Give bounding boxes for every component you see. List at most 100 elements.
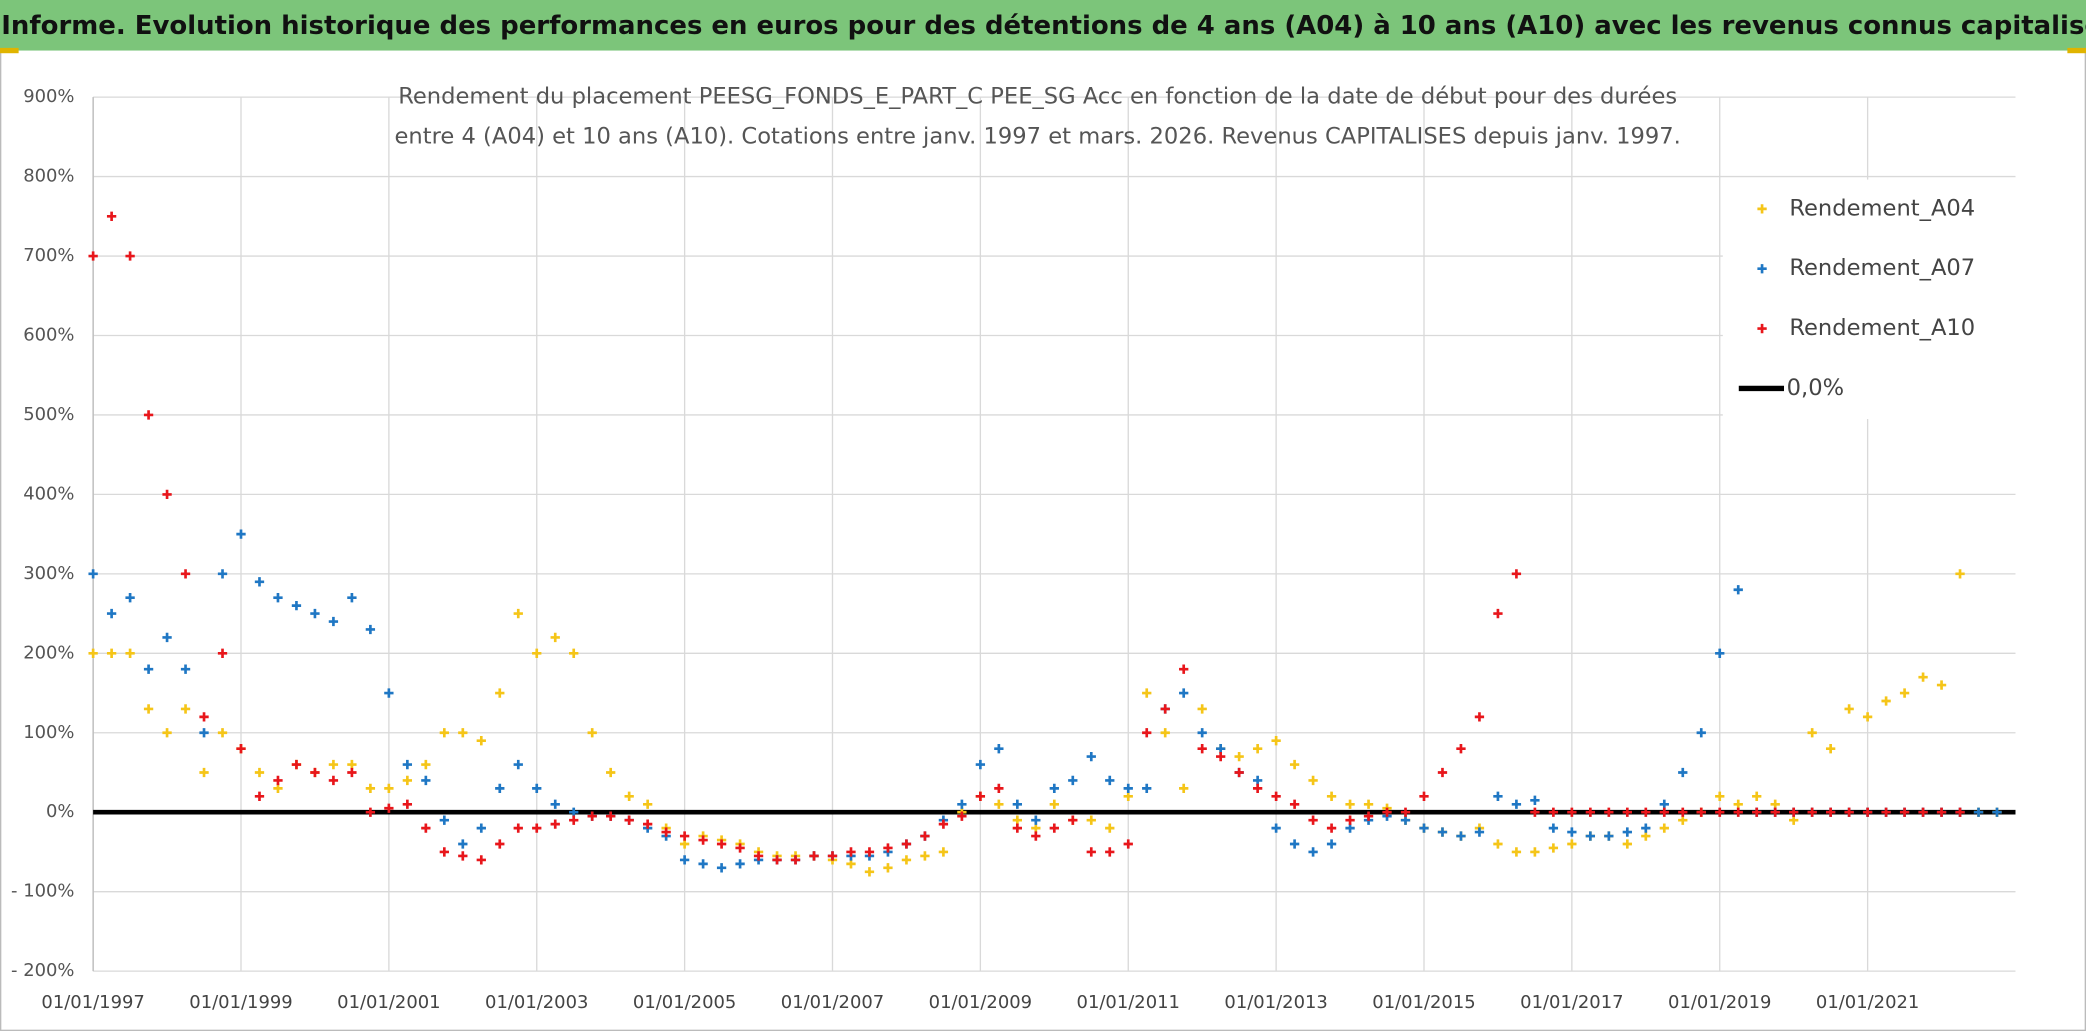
point (1197, 744, 1207, 754)
point (328, 616, 339, 627)
point (1289, 799, 1300, 809)
point (1862, 712, 1873, 722)
x-tick-label: 01/01/1999 (189, 992, 292, 1013)
y-tick-label: 600% (23, 324, 74, 345)
point (180, 664, 191, 674)
point (753, 851, 764, 861)
point (421, 775, 431, 786)
point (1530, 795, 1540, 805)
legend-swatch (1757, 204, 1767, 214)
point (495, 688, 505, 698)
point (1530, 807, 1540, 817)
point (291, 600, 302, 611)
point (1160, 704, 1170, 714)
point (550, 819, 560, 829)
point (846, 859, 856, 869)
point (846, 847, 856, 857)
point (1086, 847, 1096, 857)
point (217, 648, 228, 658)
point (402, 799, 413, 809)
y-tick-label: 400% (23, 483, 74, 504)
point (384, 803, 394, 813)
point (1715, 807, 1725, 817)
point (827, 851, 838, 861)
x-tick-label: 01/01/2021 (1816, 992, 1919, 1013)
y-tick-label: 500% (23, 404, 74, 425)
point (1548, 843, 1559, 853)
x-tick-label: 01/01/2011 (1077, 992, 1180, 1013)
point (1308, 815, 1318, 825)
point (1068, 815, 1078, 825)
point (1419, 823, 1429, 833)
point (495, 783, 505, 794)
point (162, 632, 172, 643)
legend-label: 0,0% (1787, 375, 1844, 401)
point (735, 843, 745, 853)
point (347, 767, 357, 778)
point (1770, 807, 1780, 817)
x-tick-label: 01/01/2019 (1668, 992, 1771, 1013)
point (938, 847, 949, 857)
point (1715, 648, 1725, 658)
point (236, 744, 246, 754)
point (1012, 823, 1022, 833)
point (1179, 664, 1189, 674)
legend-swatch (1757, 323, 1767, 334)
point (310, 767, 320, 778)
point (88, 569, 98, 579)
point (1474, 827, 1485, 837)
y-tick-label: - 100% (11, 881, 74, 902)
point (1012, 799, 1022, 809)
point (1807, 728, 1817, 738)
point (1234, 767, 1244, 778)
point (1585, 831, 1596, 841)
point (1179, 783, 1189, 794)
corner (2067, 47, 2086, 54)
x-tick-label: 01/01/1997 (41, 992, 144, 1013)
point (698, 859, 708, 869)
point (994, 783, 1004, 794)
point (1031, 815, 1041, 825)
point (402, 759, 413, 770)
point (402, 775, 413, 786)
point (901, 855, 912, 865)
point (1308, 775, 1318, 786)
point (513, 823, 523, 833)
chart-title: ADAM Informe. Evolution historique des p… (0, 11, 2086, 41)
point (790, 855, 801, 865)
point (347, 759, 357, 770)
x-tick-label: 01/01/2003 (485, 992, 588, 1013)
point (1400, 807, 1411, 817)
point (920, 851, 930, 861)
point (1363, 799, 1374, 809)
y-tick-label: 0% (46, 801, 74, 822)
point (550, 799, 560, 809)
point (217, 728, 228, 738)
point (1031, 831, 1041, 841)
point (532, 648, 542, 658)
point (1936, 807, 1947, 817)
point (569, 648, 579, 658)
point (125, 251, 135, 261)
point (1862, 807, 1873, 817)
point (1715, 791, 1725, 801)
point (1530, 847, 1540, 857)
point (88, 251, 98, 261)
point (1493, 608, 1503, 619)
x-tick-label: 01/01/2017 (1520, 992, 1623, 1013)
point (1641, 823, 1651, 833)
point (1733, 799, 1743, 809)
point (1086, 751, 1096, 762)
point (1844, 807, 1854, 817)
point (1844, 704, 1854, 714)
point (1012, 815, 1022, 825)
legend-label: Rendement_A04 (1789, 195, 1975, 221)
point (1289, 759, 1300, 770)
y-tick-label: - 200% (11, 960, 74, 981)
point (1641, 831, 1651, 841)
point (864, 847, 875, 857)
point (1142, 688, 1152, 698)
point (698, 835, 708, 845)
point (1548, 807, 1559, 817)
